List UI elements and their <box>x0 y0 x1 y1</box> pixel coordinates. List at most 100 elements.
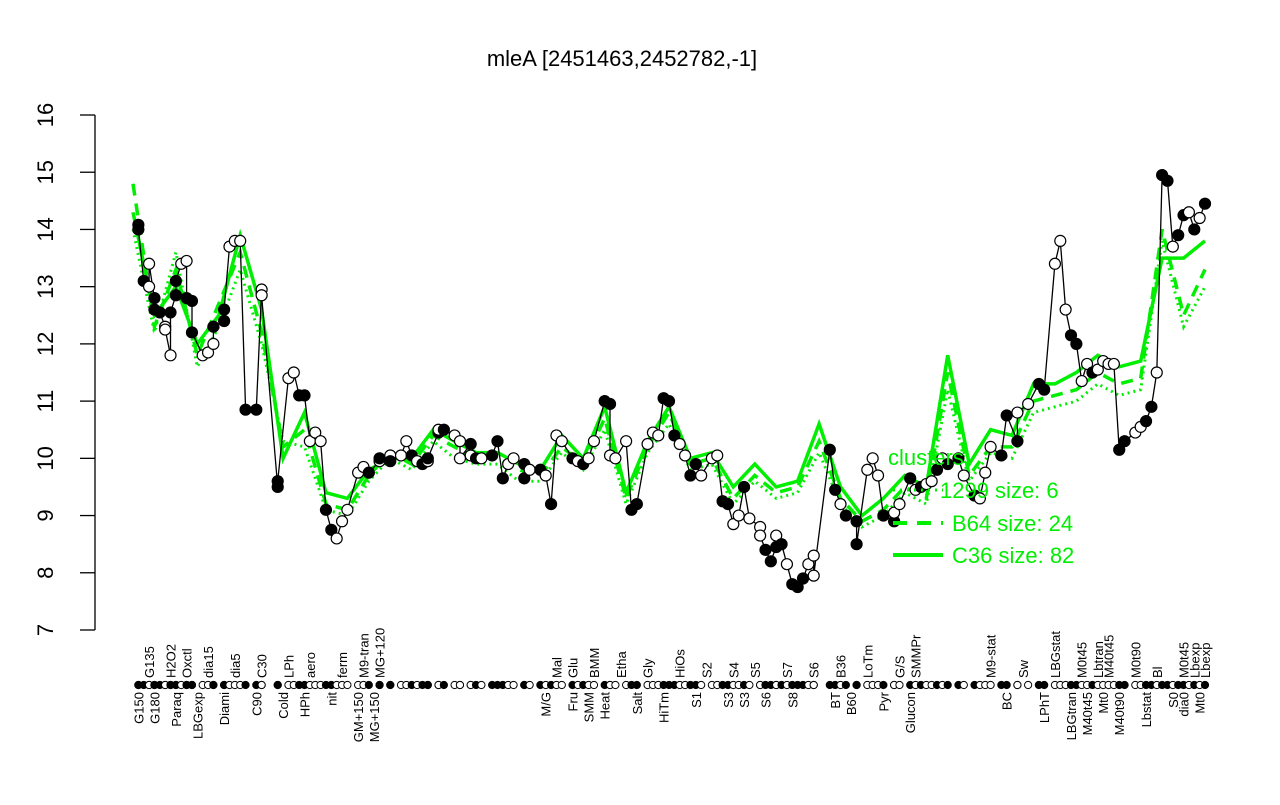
x-label-top: M0t45 <box>1075 642 1090 678</box>
y-tick-label: 11 <box>33 390 58 413</box>
data-point <box>341 503 354 516</box>
data-point <box>979 466 992 479</box>
x-label-top: Gly <box>641 658 656 678</box>
data-point <box>1198 197 1212 210</box>
condition-marker <box>439 680 448 690</box>
data-point <box>893 498 906 511</box>
x-label-top: Oxctl <box>180 648 195 678</box>
data-point <box>780 558 794 571</box>
condition-marker <box>1120 680 1129 690</box>
data-point <box>582 452 595 465</box>
data-point <box>888 506 901 519</box>
condition-marker <box>375 680 384 690</box>
condition-marker <box>343 680 352 690</box>
data-point <box>673 437 686 451</box>
data-point <box>1075 374 1088 388</box>
x-label-top: LoTm <box>860 645 875 678</box>
data-point <box>142 280 156 293</box>
x-label-bottom: Diami <box>217 692 232 725</box>
x-label-bottom: MG+150 <box>367 692 382 742</box>
condition-marker <box>589 680 599 690</box>
x-label-bottom: Mt0 <box>1096 692 1111 714</box>
data-point <box>491 435 504 448</box>
condition-marker <box>852 680 861 690</box>
condition-marker <box>841 680 850 690</box>
y-tick-label: 13 <box>33 274 58 298</box>
data-point <box>453 435 467 448</box>
data-point <box>641 437 654 451</box>
data-point <box>1048 257 1062 270</box>
data-point <box>1107 357 1120 371</box>
data-point <box>234 234 247 247</box>
data-point <box>309 426 322 439</box>
y-tick-label: 7 <box>33 624 58 636</box>
y-axis: 7 8 9 10 11 12 13 14 15 16 <box>33 103 96 636</box>
condition-marker <box>745 680 754 690</box>
data-point <box>984 440 997 453</box>
data-point <box>652 429 665 442</box>
data-point <box>218 314 231 328</box>
data-point <box>721 498 735 511</box>
condition-marker <box>1013 680 1022 690</box>
x-label-top: M40t45 <box>1102 635 1117 678</box>
data-point <box>132 223 145 236</box>
x-label-top: G135 <box>142 646 157 678</box>
x-label-bottom: B60 <box>844 692 859 715</box>
x-label-top: dia15 <box>201 646 216 678</box>
data-point <box>496 472 509 485</box>
data-point <box>973 492 986 505</box>
condition-marker <box>525 680 534 690</box>
x-label-top: Lbexp <box>1198 643 1213 678</box>
data-point <box>250 403 263 416</box>
data-point <box>169 274 182 288</box>
data-point <box>1054 234 1067 247</box>
data-point <box>362 466 375 479</box>
x-label-top: LPh <box>281 655 296 678</box>
data-point <box>829 483 842 496</box>
data-point <box>764 555 777 568</box>
condition-marker <box>209 680 218 690</box>
data-point <box>185 294 199 308</box>
data-point <box>866 452 879 465</box>
data-point <box>1091 363 1104 376</box>
x-label-top: S4 <box>726 662 741 678</box>
condition-marker <box>986 680 995 690</box>
x-label-bottom: Paraq <box>169 692 184 727</box>
data-point <box>1139 415 1153 428</box>
x-label-bottom: dia0 <box>1177 692 1192 717</box>
x-label-top: Sw <box>1016 659 1031 678</box>
data-point <box>335 515 349 528</box>
x-label-bottom: S6 <box>758 692 773 708</box>
condition-marker <box>1024 680 1033 690</box>
data-point <box>325 523 338 536</box>
data-point <box>1011 406 1024 419</box>
data-point <box>754 529 767 542</box>
legend-entry-c36: C36 size: 82 <box>952 543 1074 568</box>
data-point <box>743 512 756 525</box>
data-point <box>871 469 885 482</box>
x-label-bottom: HiTm <box>657 692 672 723</box>
x-label-top: S2 <box>700 662 715 678</box>
data-point <box>630 498 643 511</box>
data-point <box>1022 397 1035 411</box>
main-series <box>132 168 1212 594</box>
data-point <box>839 509 852 522</box>
data-point <box>662 395 676 408</box>
data-point <box>319 503 333 516</box>
condition-marker <box>187 680 197 690</box>
x-label-bottom: Pyr <box>876 691 891 711</box>
x-label-top: Lbexp <box>1187 643 1202 678</box>
x-label-top: S7 <box>780 662 795 678</box>
data-point <box>142 257 156 270</box>
data-point <box>507 452 520 465</box>
data-point <box>684 469 697 482</box>
data-point <box>823 443 836 456</box>
x-label-bottom: HPh <box>298 692 313 717</box>
data-point <box>164 306 177 319</box>
data-point <box>957 469 970 482</box>
data-point <box>523 463 536 476</box>
x-label-bottom: BT <box>828 692 843 709</box>
data-point <box>271 475 284 488</box>
x-label-bottom: M40t45 <box>1080 692 1095 735</box>
